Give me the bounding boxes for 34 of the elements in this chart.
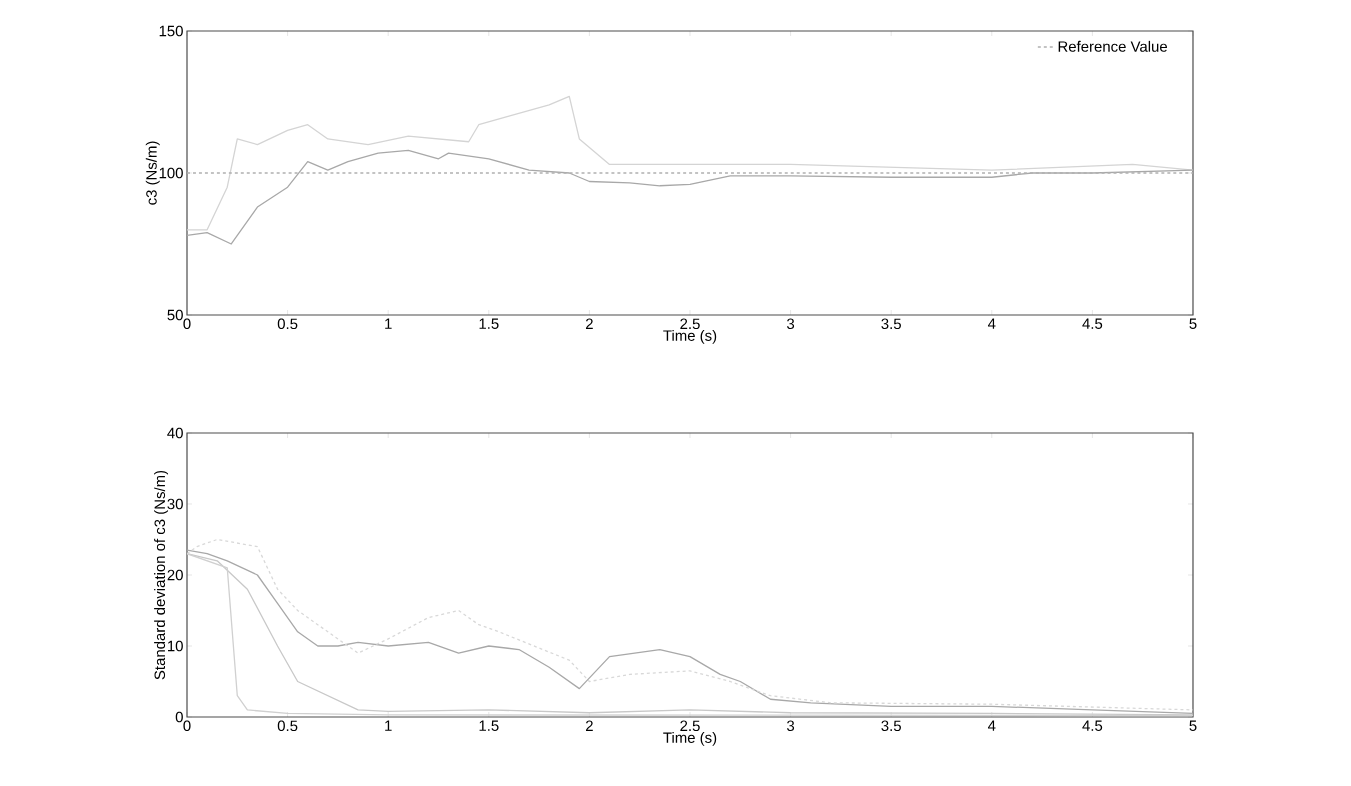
x-tick-label: 4.5	[1082, 318, 1103, 329]
x-tick-label: 4	[987, 318, 996, 329]
x-tick-label: 3.5	[881, 720, 901, 732]
x-tick-label: 1	[385, 318, 392, 329]
x-tick-label: 5	[1189, 318, 1197, 329]
x-tick-label: 2.5	[680, 318, 700, 330]
x-axis-title: Time (s)	[663, 731, 717, 746]
y-tick-label: 100	[159, 167, 183, 179]
x-tick-label: 1	[385, 720, 392, 731]
y-axis-title: c3 (Ns/m)	[145, 141, 160, 205]
x-tick-label: 3	[787, 720, 795, 732]
x-tick-label: 0	[183, 720, 191, 732]
y-tick-label: 150	[159, 25, 183, 37]
x-tick-label: 0.5	[277, 720, 298, 732]
x-tick-label: 1.5	[479, 720, 499, 731]
y-tick-label: 20	[167, 569, 183, 581]
x-axis-title: Time (s)	[663, 329, 717, 344]
x-tick-label: 2	[585, 720, 593, 731]
x-tick-label: 2.5	[680, 720, 700, 732]
x-tick-label: 3.5	[881, 318, 901, 330]
x-tick-label: 4.5	[1082, 720, 1103, 731]
y-tick-label: 50	[167, 309, 183, 321]
x-tick-label: 1.5	[479, 318, 499, 329]
legend-label: Reference Value	[1058, 40, 1167, 52]
y-tick-label: 10	[168, 640, 183, 652]
y-tick-label: 30	[167, 498, 183, 510]
x-tick-label: 4	[987, 720, 996, 731]
x-tick-label: 0	[183, 318, 191, 330]
x-tick-label: 0.5	[277, 318, 298, 330]
y-tick-label: 0	[175, 711, 183, 723]
x-tick-label: 3	[787, 318, 795, 330]
x-tick-label: 5	[1189, 720, 1197, 731]
x-tick-label: 2	[585, 318, 593, 329]
y-tick-label: 40	[167, 427, 183, 439]
